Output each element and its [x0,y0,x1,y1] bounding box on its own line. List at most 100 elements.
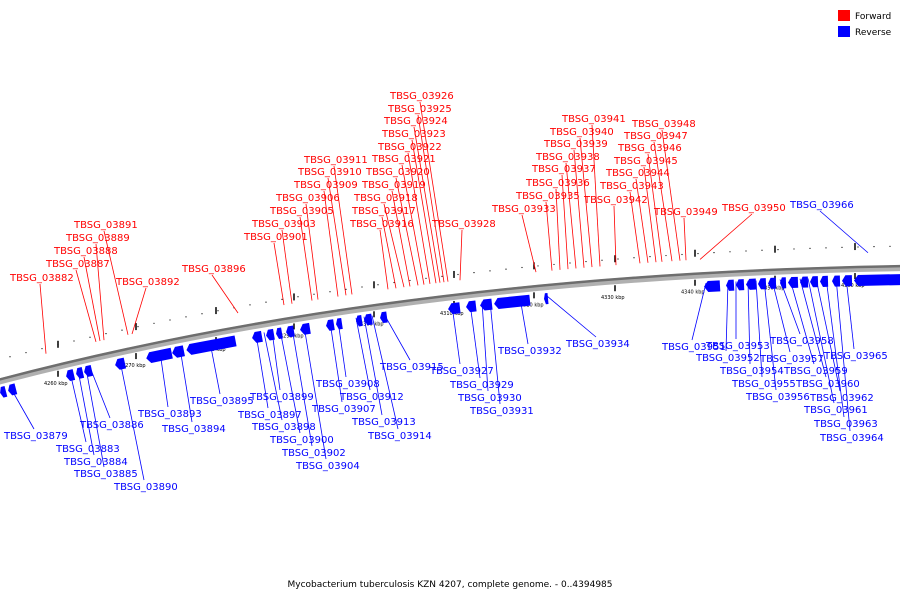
gene-label-tbsg_03918[interactable]: TBSG_03918 [353,193,418,204]
gene-label-tbsg_03920[interactable]: TBSG_03920 [365,167,430,178]
gene-label-tbsg_03936[interactable]: TBSG_03936 [525,178,590,189]
gene-label-tbsg_03912[interactable]: TBSG_03912 [339,392,404,403]
reverse-gene-arrow[interactable] [800,276,809,288]
gene-label-tbsg_03966[interactable]: TBSG_03966 [789,200,854,211]
gene-label-tbsg_03963[interactable]: TBSG_03963 [813,419,878,430]
gene-label-tbsg_03965[interactable]: TBSG_03965 [823,351,888,362]
reverse-gene-arrow[interactable] [479,298,493,311]
gene-label-tbsg_03954[interactable]: TBSG_03954 [719,366,784,377]
gene-label-tbsg_03906[interactable]: TBSG_03906 [275,193,340,204]
gene-label-tbsg_03893[interactable]: TBSG_03893 [137,409,202,420]
gene-label-tbsg_03909[interactable]: TBSG_03909 [293,180,358,191]
gene-label-tbsg_03886[interactable]: TBSG_03886 [79,420,144,431]
gene-label-tbsg_03902[interactable]: TBSG_03902 [281,448,346,459]
gene-label-tbsg_03923[interactable]: TBSG_03923 [381,129,446,140]
gene-label-tbsg_03905[interactable]: TBSG_03905 [269,206,334,217]
gene-label-tbsg_03957[interactable]: TBSG_03957 [759,354,824,365]
gene-label-tbsg_03943[interactable]: TBSG_03943 [599,181,664,192]
gene-label-tbsg_03961[interactable]: TBSG_03961 [803,405,868,416]
gene-label-tbsg_03895[interactable]: TBSG_03895 [189,396,254,407]
reverse-gene-arrow[interactable] [726,279,735,291]
reverse-gene-arrow[interactable] [447,302,461,315]
reverse-gene-arrow[interactable] [114,357,127,371]
gene-label-tbsg_03911[interactable]: TBSG_03911 [303,155,368,166]
reverse-gene-arrow[interactable] [355,315,363,327]
reverse-gene-arrow[interactable] [854,274,900,286]
reverse-gene-arrow[interactable] [736,279,745,291]
gene-label-tbsg_03941[interactable]: TBSG_03941 [561,114,626,125]
reverse-gene-arrow[interactable] [704,280,721,292]
gene-label-tbsg_03879[interactable]: TBSG_03879 [3,431,68,442]
gene-label-tbsg_03924[interactable]: TBSG_03924 [383,116,448,127]
gene-label-tbsg_03947[interactable]: TBSG_03947 [623,131,688,142]
gene-label-tbsg_03885[interactable]: TBSG_03885 [73,469,138,480]
gene-label-tbsg_03960[interactable]: TBSG_03960 [795,379,860,390]
gene-label-tbsg_03959[interactable]: TBSG_03959 [783,366,848,377]
gene-label-tbsg_03910[interactable]: TBSG_03910 [297,167,362,178]
gene-label-tbsg_03889[interactable]: TBSG_03889 [65,233,130,244]
gene-label-tbsg_03953[interactable]: TBSG_03953 [705,341,770,352]
reverse-gene-arrow[interactable] [746,278,757,290]
gene-label-tbsg_03904[interactable]: TBSG_03904 [295,461,360,472]
gene-label-tbsg_03950[interactable]: TBSG_03950 [721,203,786,214]
gene-label-tbsg_03938[interactable]: TBSG_03938 [535,152,600,163]
gene-label-tbsg_03919[interactable]: TBSG_03919 [361,180,426,191]
gene-label-tbsg_03914[interactable]: TBSG_03914 [367,431,432,442]
gene-label-tbsg_03900[interactable]: TBSG_03900 [269,435,334,446]
gene-label-tbsg_03922[interactable]: TBSG_03922 [377,142,442,153]
gene-label-tbsg_03939[interactable]: TBSG_03939 [543,139,608,150]
gene-label-tbsg_03949[interactable]: TBSG_03949 [653,207,718,218]
reverse-gene-arrow[interactable] [7,383,18,396]
gene-label-tbsg_03916[interactable]: TBSG_03916 [349,219,414,230]
reverse-gene-arrow[interactable] [285,325,295,338]
reverse-gene-arrow[interactable] [768,277,777,289]
gene-label-tbsg_03883[interactable]: TBSG_03883 [55,444,120,455]
gene-label-tbsg_03958[interactable]: TBSG_03958 [769,336,834,347]
gene-label-tbsg_03888[interactable]: TBSG_03888 [53,246,118,257]
reverse-gene-arrow[interactable] [185,335,237,355]
gene-label-tbsg_03903[interactable]: TBSG_03903 [251,219,316,230]
reverse-gene-arrow[interactable] [145,347,173,364]
gene-label-tbsg_03921[interactable]: TBSG_03921 [371,154,436,165]
reverse-gene-arrow[interactable] [788,276,799,289]
gene-label-tbsg_03891[interactable]: TBSG_03891 [73,220,138,231]
gene-label-tbsg_03897[interactable]: TBSG_03897 [237,410,302,421]
reverse-gene-arrow[interactable] [75,367,85,379]
gene-label-tbsg_03898[interactable]: TBSG_03898 [251,422,316,433]
reverse-gene-arrow[interactable] [465,300,477,313]
gene-label-tbsg_03882[interactable]: TBSG_03882 [9,273,74,284]
gene-label-tbsg_03944[interactable]: TBSG_03944 [605,168,670,179]
gene-label-tbsg_03946[interactable]: TBSG_03946 [617,143,682,154]
reverse-gene-arrow[interactable] [543,293,549,305]
gene-label-tbsg_03899[interactable]: TBSG_03899 [249,392,314,403]
gene-label-tbsg_03951[interactable]: TBSG_03951 [661,342,726,353]
gene-label-tbsg_03935[interactable]: TBSG_03935 [515,191,580,202]
gene-label-tbsg_03945[interactable]: TBSG_03945 [613,156,678,167]
reverse-gene-arrow[interactable] [842,275,853,287]
gene-label-tbsg_03915[interactable]: TBSG_03915 [379,362,444,373]
gene-label-tbsg_03927[interactable]: TBSG_03927 [429,366,494,377]
gene-label-tbsg_03926[interactable]: TBSG_03926 [389,91,454,102]
gene-label-tbsg_03913[interactable]: TBSG_03913 [351,417,416,428]
reverse-gene-arrow[interactable] [325,319,335,331]
gene-label-tbsg_03930[interactable]: TBSG_03930 [457,393,522,404]
gene-label-tbsg_03929[interactable]: TBSG_03929 [449,380,514,391]
gene-label-tbsg_03896[interactable]: TBSG_03896 [181,264,246,275]
gene-label-tbsg_03933[interactable]: TBSG_03933 [491,204,556,215]
gene-label-tbsg_03931[interactable]: TBSG_03931 [469,406,534,417]
gene-label-tbsg_03884[interactable]: TBSG_03884 [63,457,128,468]
gene-label-tbsg_03925[interactable]: TBSG_03925 [387,104,452,115]
reverse-gene-arrow[interactable] [379,311,388,324]
reverse-gene-arrow[interactable] [83,364,94,378]
gene-label-tbsg_03956[interactable]: TBSG_03956 [745,392,810,403]
gene-label-tbsg_03901[interactable]: TBSG_03901 [243,232,308,243]
gene-label-tbsg_03890[interactable]: TBSG_03890 [113,482,178,493]
gene-label-tbsg_03932[interactable]: TBSG_03932 [497,346,562,357]
gene-label-tbsg_03964[interactable]: TBSG_03964 [819,433,884,444]
gene-label-tbsg_03934[interactable]: TBSG_03934 [565,339,630,350]
gene-label-tbsg_03955[interactable]: TBSG_03955 [731,379,796,390]
reverse-gene-arrow[interactable] [0,385,8,398]
gene-label-tbsg_03894[interactable]: TBSG_03894 [161,424,226,435]
gene-label-tbsg_03952[interactable]: TBSG_03952 [695,353,760,364]
reverse-gene-arrow[interactable] [780,277,787,289]
